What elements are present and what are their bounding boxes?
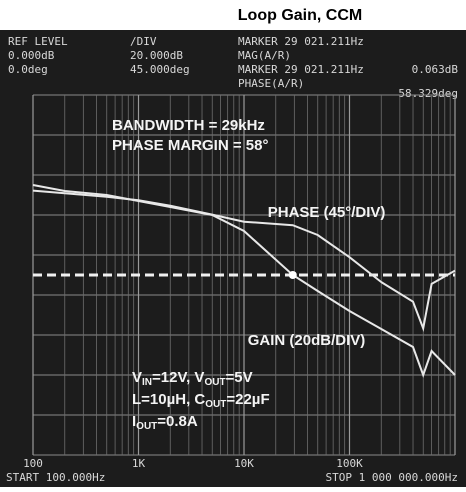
header-text: 58.329deg (398, 87, 458, 100)
marker (288, 271, 297, 279)
header-text: MAG(A/R) (238, 49, 291, 62)
header-text: REF LEVEL (8, 35, 68, 48)
subscript: OUT (136, 421, 157, 432)
series-label: GAIN (20dB/DIV) (248, 332, 366, 349)
header-text: 0.000dB (8, 49, 55, 62)
header-text: /DIV (130, 35, 157, 48)
header-text: MARKER 29 021.211Hz (238, 35, 364, 48)
condition: IOUT=0.8A (132, 413, 198, 432)
condition-text: =0.8A (157, 413, 198, 430)
header-text: MARKER 29 021.211Hz (238, 63, 364, 76)
condition: VIN=12V, VOUT=5V (132, 369, 253, 388)
header-text: PHASE(A/R) (238, 77, 304, 90)
header-text: 0.0deg (8, 63, 48, 76)
series-label: PHASE (45°/DIV) (268, 204, 386, 221)
header-text: 20.000dB (130, 49, 183, 62)
footer-text: STOP 1 000 000.000Hz (326, 471, 458, 484)
x-tick-label: 10K (234, 457, 254, 470)
subscript: OUT (205, 399, 226, 410)
header-text: 45.000deg (130, 63, 190, 76)
condition-text: L=10µH, C (132, 391, 205, 408)
subscript: OUT (204, 377, 225, 388)
trace (32, 189, 456, 332)
condition-text: =22µF (226, 391, 269, 408)
x-tick-label: 100 (23, 457, 43, 470)
condition-text: =5V (226, 369, 253, 386)
chart-title: Loop Gain, CCM (238, 7, 362, 24)
header-text: 0.063dB (412, 63, 459, 76)
screen (0, 30, 466, 487)
x-tick-label: 100K (336, 457, 363, 470)
condition-text: I (132, 413, 136, 430)
annotation: BANDWIDTH = 29kHz (112, 117, 265, 134)
condition-text: V (132, 369, 142, 386)
footer-text: START 100.000Hz (6, 471, 105, 484)
subscript: IN (142, 377, 152, 388)
condition: L=10µH, COUT=22µF (132, 391, 270, 410)
annotation: PHASE MARGIN = 58° (112, 137, 268, 154)
x-tick-label: 1K (132, 457, 146, 470)
condition-text: =12V, V (152, 369, 204, 386)
